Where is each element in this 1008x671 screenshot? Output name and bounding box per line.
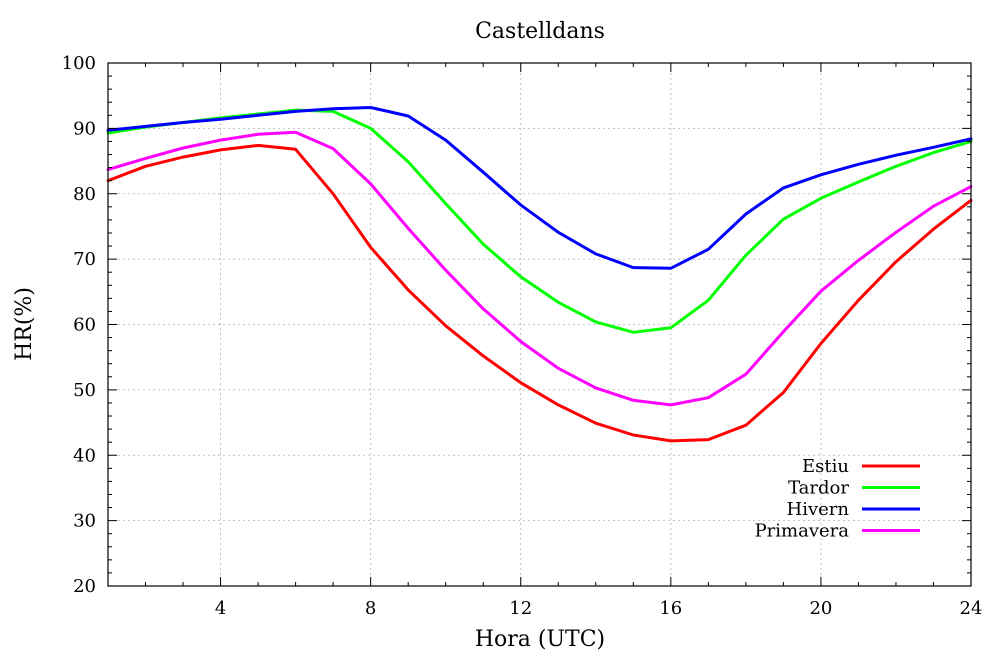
- series-line-tardor: [106, 108, 973, 334]
- y-axis-label: HR(%): [12, 287, 37, 361]
- x-tick-label: 16: [659, 598, 682, 619]
- series-line-primavera: [106, 130, 973, 407]
- y-tick-label: 20: [73, 576, 96, 597]
- y-tick-label: 90: [73, 118, 96, 139]
- tick-layer: 20 30 40 50 60 70 80 90 100 4 8 12 16 20 24: [62, 53, 983, 619]
- y-tick-label: 30: [73, 511, 96, 532]
- x-tick-label: 12: [509, 598, 532, 619]
- grid-layer: [108, 63, 971, 586]
- x-tick-label: 4: [215, 598, 226, 619]
- chart-title: Castelldans: [475, 19, 605, 44]
- x-tick-label: 24: [960, 598, 983, 619]
- y-tick-label: 40: [73, 445, 96, 466]
- legend-label: Estiu: [802, 456, 849, 477]
- x-tick-label: 20: [809, 598, 832, 619]
- y-tick-label: 80: [73, 184, 96, 205]
- x-axis-label: Hora (UTC): [475, 627, 605, 652]
- y-tick-label: 100: [62, 53, 96, 74]
- series-line-hivern: [106, 106, 973, 270]
- legend-label: Hivern: [787, 499, 850, 520]
- legend-label: Primavera: [755, 521, 850, 542]
- series-layer: [106, 106, 973, 443]
- x-tick-label: 8: [365, 598, 376, 619]
- y-tick-label: 70: [73, 249, 96, 270]
- y-tick-label: 50: [73, 380, 96, 401]
- y-tick-label: 60: [73, 315, 96, 336]
- legend-label: Tardor: [788, 478, 849, 499]
- series-line-estiu: [106, 143, 973, 443]
